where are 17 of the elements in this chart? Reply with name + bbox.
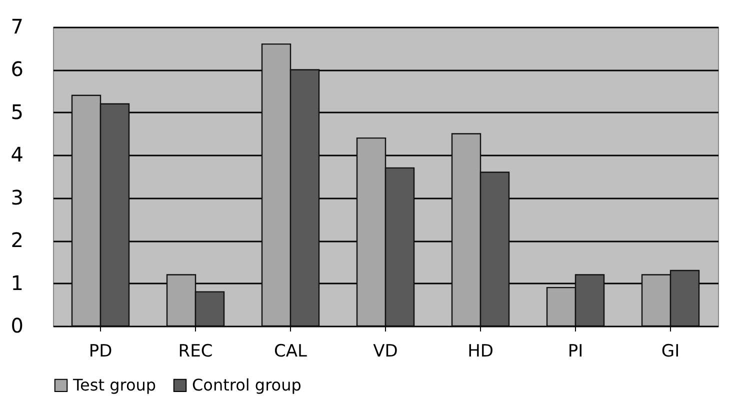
x-tick-label: REC bbox=[178, 342, 213, 362]
y-tick-label: 4 bbox=[10, 142, 24, 167]
x-tick-label: CAL bbox=[274, 342, 308, 362]
y-tick-label: 1 bbox=[10, 270, 24, 295]
x-tick-label: PD bbox=[88, 342, 112, 362]
y-tick-label: 5 bbox=[10, 100, 24, 124]
legend-label: Control group bbox=[192, 375, 302, 394]
x-tick-label: GI bbox=[661, 342, 680, 362]
y-tick-label: 6 bbox=[10, 57, 24, 82]
x-tick-label: PI bbox=[568, 342, 584, 362]
y-tick-label: 3 bbox=[10, 185, 24, 210]
x-tick-label: VD bbox=[373, 342, 398, 362]
y-tick-label: 7 bbox=[10, 14, 24, 38]
y-tick-label: 0 bbox=[10, 314, 24, 338]
legend-label: Test group bbox=[72, 375, 156, 394]
y-tick-label: 2 bbox=[10, 228, 24, 252]
x-tick-label: HD bbox=[468, 342, 494, 362]
